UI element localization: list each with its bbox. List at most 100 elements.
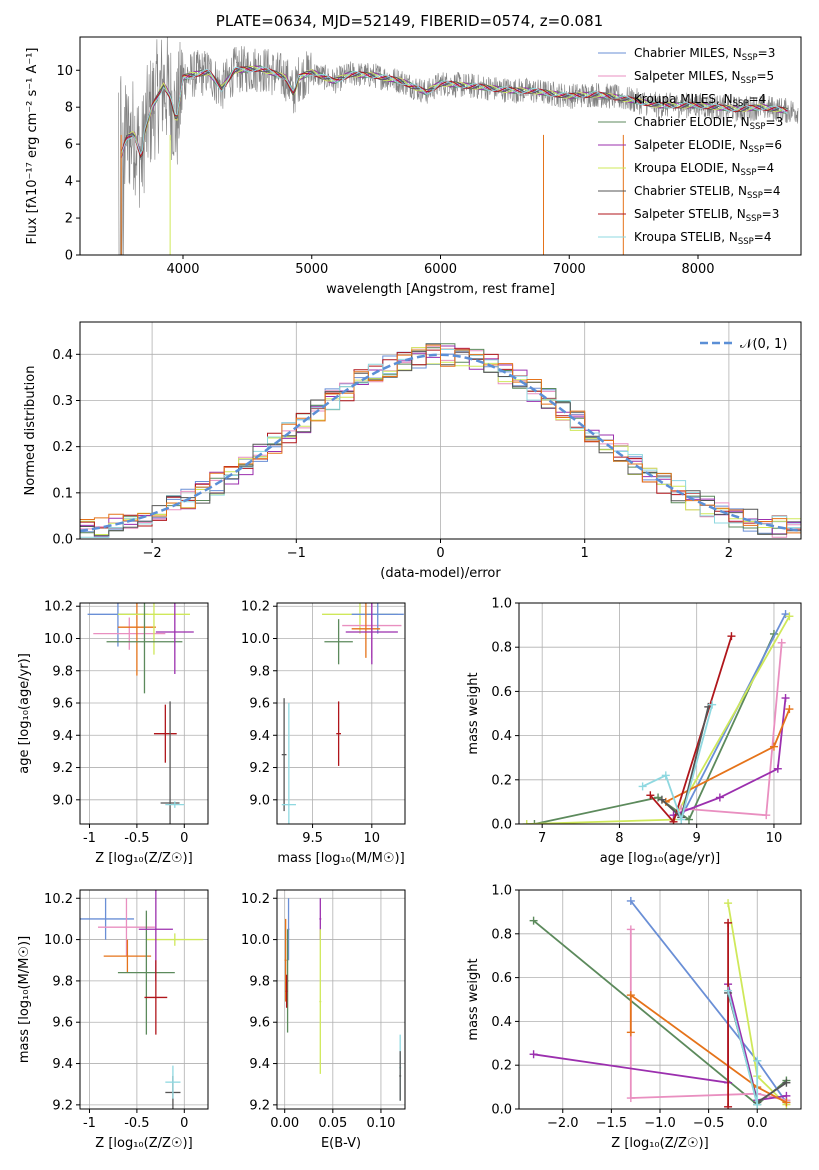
x-tick-label: 4000 — [166, 262, 199, 277]
y-tick-label: 9.4 — [52, 729, 73, 744]
y-tick-label: 9.0 — [52, 793, 73, 808]
legend-label: Salpeter STELIB, NSSP=3 — [634, 207, 779, 224]
histograms — [80, 343, 801, 538]
y-tick-label: 0.2 — [491, 1059, 512, 1074]
legend-label: Kroupa STELIB, NSSP=4 — [634, 230, 772, 247]
y-tick-label: 9.2 — [52, 761, 73, 776]
x-axis-label: mass [log₁₀(M/M☉)] — [277, 851, 404, 866]
model-spectrum — [120, 66, 788, 158]
x-tick-label: −2 — [143, 546, 162, 561]
x-tick-label: 5000 — [295, 262, 328, 277]
y-tick-label: 9.2 — [52, 1098, 73, 1113]
errorbars — [80, 890, 204, 1109]
page-title: PLATE=0634, MJD=52149, FIBERID=0574, z=0… — [215, 12, 604, 30]
y-tick-label: 0.2 — [491, 773, 512, 788]
x-tick-label: −2.0 — [547, 1116, 579, 1131]
x-tick-label: 0 — [180, 831, 188, 846]
y-tick-label: 1.0 — [491, 884, 512, 899]
y-tick-label: 9.6 — [249, 1016, 270, 1031]
y-tick-label: 10.2 — [241, 892, 270, 907]
y-tick-label: 0.0 — [491, 1103, 512, 1118]
axes-frame — [518, 602, 802, 825]
age-vs-mass-plot: 9.5 10 9.0 9.2 9.4 9.6 9.8 10.0 10.2 mass [log₁₀(… — [241, 600, 406, 866]
y-tick-label: 10.2 — [241, 600, 270, 615]
weight-series — [642, 704, 714, 823]
histogram-series — [80, 343, 801, 537]
y-axis-label: mass weight — [466, 958, 481, 1040]
weight-lines — [529, 896, 791, 1109]
y-tick-label: 9.6 — [249, 697, 270, 712]
weight-vs-z-plot: −2.0 −1.5 −1.0 −0.5 0.0 0.0 0.2 0.4 0.6 0.8 1.0 Z [… — [466, 884, 802, 1151]
y-tick-label: 6 — [65, 138, 73, 153]
x-tick-label: -1 — [83, 1116, 96, 1131]
spectrum-plot: 4000 5000 6000 7000 8000 0 2 4 6 8 10 wavelength [A… — [25, 36, 802, 297]
weight-lines — [522, 610, 794, 824]
y-tick-label: 4 — [65, 175, 73, 190]
x-tick-label: 8 — [615, 831, 623, 846]
y-axis-label: Flux [fλ10⁻¹⁷ erg cm⁻² s⁻¹ A⁻¹] — [25, 48, 40, 245]
legend-label: Salpeter ELODIE, NSSP=6 — [634, 138, 782, 155]
y-tick-label: 9.4 — [249, 1057, 270, 1072]
y-tick-label: 9.4 — [249, 729, 270, 744]
mass-vs-z-plot: -1 -0.5 0 9.2 9.4 9.6 9.8 10.0 10.2 Z [log₁₀(Z/Z☉… — [17, 889, 209, 1151]
x-axis-label: E(B-V) — [321, 1136, 361, 1151]
weight-vs-age-plot: 7 8 9 10 0.0 0.2 0.4 0.6 0.8 1.0 age [log₁₀(age/yr… — [466, 597, 802, 866]
errorbars — [284, 898, 402, 1101]
y-tick-label: 10.2 — [44, 892, 73, 907]
y-tick-label: 10 — [56, 64, 73, 79]
x-tick-label: 0.05 — [318, 1116, 347, 1131]
legend-label: Chabrier ELODIE, NSSP=3 — [634, 115, 783, 132]
y-tick-label: 9.2 — [249, 1098, 270, 1113]
y-tick-label: 10.0 — [241, 933, 270, 948]
y-tick-label: 10.0 — [44, 632, 73, 647]
legend-label: Chabrier MILES, NSSP=3 — [634, 46, 775, 63]
x-tick-label: 6000 — [424, 262, 457, 277]
legend-label: 𝒩(0, 1) — [740, 337, 787, 352]
x-axis-label: Z [log₁₀(Z/Z☉)] — [95, 1136, 192, 1151]
x-axis-label: age [log₁₀(age/yr)] — [600, 851, 721, 866]
x-tick-label: 0 — [180, 1116, 188, 1131]
weight-series — [629, 993, 787, 1104]
x-tick-label: −1.0 — [644, 1116, 676, 1131]
legend-label: Kroupa ELODIE, NSSP=4 — [634, 161, 774, 178]
axes-frame — [276, 889, 406, 1110]
y-tick-label: 0.4 — [491, 729, 512, 744]
x-tick-label: 10 — [766, 831, 783, 846]
x-tick-label: 8000 — [681, 262, 714, 277]
y-tick-label: 0.1 — [52, 486, 73, 501]
legend-label: Salpeter MILES, NSSP=5 — [634, 69, 774, 86]
legend-label: Chabrier STELIB, NSSP=4 — [634, 184, 781, 201]
x-axis-label: Z [log₁₀(Z/Z☉)] — [611, 1136, 708, 1151]
y-tick-label: 0.4 — [52, 348, 73, 363]
y-tick-label: 0.6 — [491, 971, 512, 986]
x-tick-label: 0.0 — [747, 1116, 768, 1131]
y-tick-label: 9.2 — [249, 761, 270, 776]
y-tick-label: 9.6 — [52, 697, 73, 712]
y-tick-label: 9.8 — [52, 974, 73, 989]
x-tick-label: -0.5 — [124, 1116, 149, 1131]
x-tick-label: -1 — [83, 831, 96, 846]
axes-frame — [79, 36, 802, 256]
y-axis-label: mass weight — [466, 672, 481, 754]
y-tick-label: 0.0 — [491, 818, 512, 833]
y-tick-label: 0.3 — [52, 394, 73, 409]
normal-curve — [80, 353, 801, 533]
x-tick-label: −1 — [287, 546, 306, 561]
axes-frame — [518, 889, 802, 1110]
legend: Chabrier MILES, NSSP=3 Salpeter MILES, NS… — [598, 46, 783, 247]
y-axis-label: Normed distribution — [23, 366, 38, 496]
age-vs-z-plot: -1 -0.5 0 9.0 9.2 9.4 9.6 9.8 10.0 10.2 Z [log₁₀(Z… — [17, 600, 209, 866]
x-tick-label: 9.5 — [302, 831, 323, 846]
y-tick-label: 0.4 — [491, 1015, 512, 1030]
x-axis-label: wavelength [Angstrom, rest frame] — [326, 282, 555, 297]
spectrum-lines — [118, 37, 799, 255]
errorbars — [281, 603, 404, 824]
x-tick-label: 0.00 — [270, 1116, 299, 1131]
x-tick-label: 7000 — [553, 262, 586, 277]
y-axis-label: age [log₁₀(age/yr)] — [17, 653, 32, 774]
y-tick-label: 8 — [65, 101, 73, 116]
x-tick-label: −0.5 — [693, 1116, 725, 1131]
x-tick-label: 10 — [364, 831, 381, 846]
axes-frame — [276, 602, 406, 825]
